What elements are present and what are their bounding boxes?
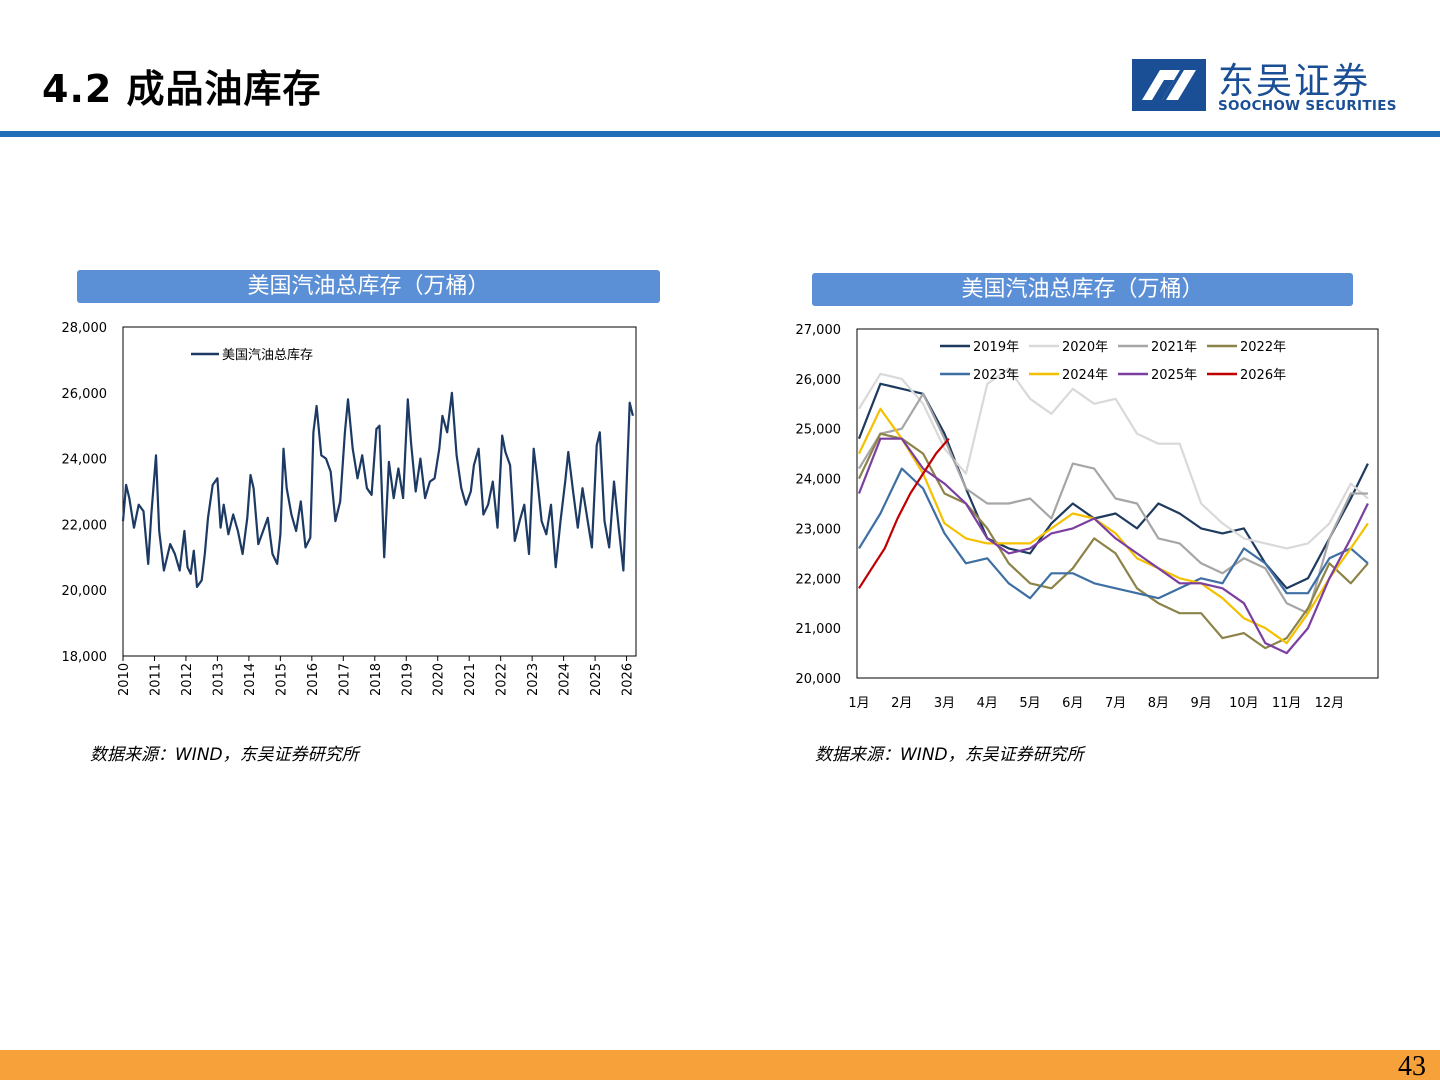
legend-label: 美国汽油总库存 [222, 347, 313, 363]
y-tick-label: 26,000 [62, 387, 108, 402]
legend-label: 2021年 [1151, 340, 1197, 355]
y-tick-label: 27,000 [796, 323, 842, 338]
x-tick-label: 2022 [495, 663, 510, 696]
x-tick-label: 4月 [977, 696, 998, 711]
y-tick-label: 22,000 [796, 572, 842, 587]
y-tick-label: 24,000 [62, 453, 108, 468]
x-tick-label: 2月 [891, 696, 912, 711]
right-chart-banner: 美国汽油总库存（万桶） [812, 273, 1353, 306]
y-tick-label: 18,000 [62, 650, 108, 665]
brand-logo: 东吴证券 SOOCHOW SECURITIES [1130, 56, 1410, 116]
y-tick-label: 21,000 [796, 622, 842, 637]
x-tick-label: 2024 [558, 663, 573, 696]
y-tick-label: 20,000 [796, 672, 842, 687]
left-chart-banner: 美国汽油总库存（万桶） [77, 270, 660, 303]
x-tick-label: 7月 [1105, 696, 1126, 711]
x-tick-label: 1月 [848, 696, 869, 711]
legend-label: 2019年 [973, 340, 1019, 355]
x-tick-label: 2023 [526, 663, 541, 696]
legend-label: 2025年 [1151, 368, 1197, 383]
x-tick-label: 8月 [1148, 696, 1169, 711]
plot-area-border [122, 326, 637, 657]
plot-area-border [856, 328, 1379, 679]
y-tick-label: 23,000 [796, 522, 842, 537]
x-tick-label: 6月 [1062, 696, 1083, 711]
x-tick-label: 9月 [1190, 696, 1211, 711]
x-tick-label: 2019 [400, 663, 415, 696]
x-tick-label: 2020 [432, 663, 447, 696]
x-tick-label: 12月 [1315, 696, 1345, 711]
legend-label: 2020年 [1062, 340, 1108, 355]
footer-bar [0, 1050, 1440, 1080]
series-line-5 [858, 467, 1369, 600]
series-line-1 [857, 382, 1369, 590]
legend-label: 2023年 [973, 368, 1019, 383]
series-line-3 [858, 392, 1368, 615]
legend-label: 2026年 [1240, 368, 1286, 383]
legend-label: 2024年 [1062, 368, 1108, 383]
x-tick-label: 2018 [369, 663, 384, 696]
right-chart-frame: 27,000 26,000 25,000 24,000 23,000 22,000 21,0… [786, 319, 1392, 717]
logo-chinese-name: 东吴证券 [1218, 61, 1371, 102]
logo-english-name: SOOCHOW SECURITIES [1218, 98, 1397, 114]
series-line-gasoline-inventory [121, 391, 634, 588]
page-title: 4.2 成品油库存 [42, 67, 322, 111]
series-line-6 [858, 407, 1369, 645]
x-tick-label: 2017 [337, 663, 352, 696]
soochow-logo-icon [1132, 59, 1206, 111]
y-tick-label: 20,000 [62, 584, 108, 599]
x-tick-label: 2010 [117, 663, 132, 696]
x-tick-label: 2021 [463, 663, 478, 696]
x-tick-label: 2014 [243, 663, 258, 696]
x-tick-label: 2013 [211, 663, 226, 696]
y-tick-label: 24,000 [796, 473, 842, 488]
left-chart-source: 数据来源：WIND，东吴证券研究所 [90, 745, 359, 765]
series-line-7 [857, 437, 1369, 655]
x-tick-label: 10月 [1229, 696, 1259, 711]
series-line-8 [858, 437, 950, 589]
y-tick-label: 26,000 [796, 373, 842, 388]
right-seasonal-line-chart: 27,000 26,000 25,000 24,000 23,000 22,000 21,0… [796, 323, 1379, 711]
x-tick-label: 5月 [1019, 696, 1040, 711]
header-divider [0, 131, 1440, 137]
x-tick-label: 2025 [589, 663, 604, 696]
legend-label: 2022年 [1240, 340, 1286, 355]
x-tick-label: 2011 [148, 663, 163, 696]
left-line-chart: 28,000 26,000 24,000 22,000 20,000 18,000 2010… [62, 321, 637, 696]
y-tick-label: 28,000 [62, 321, 108, 336]
series-line-4 [858, 432, 1369, 650]
x-tick-label: 11月 [1272, 696, 1302, 711]
y-tick-label: 22,000 [62, 518, 108, 533]
x-tick-label: 2026 [621, 663, 636, 696]
x-tick-label: 3月 [934, 696, 955, 711]
left-chart-frame: 28,000 26,000 24,000 22,000 20,000 18,000 2010… [47, 313, 662, 718]
x-tick-label: 2016 [306, 663, 321, 696]
x-tick-label: 2012 [180, 663, 195, 696]
page-number: 43 [1398, 1051, 1426, 1082]
y-tick-label: 25,000 [796, 423, 842, 438]
x-tick-label: 2015 [274, 663, 289, 696]
series-line-2 [858, 367, 1369, 550]
right-chart-source: 数据来源：WIND，东吴证券研究所 [815, 745, 1084, 765]
